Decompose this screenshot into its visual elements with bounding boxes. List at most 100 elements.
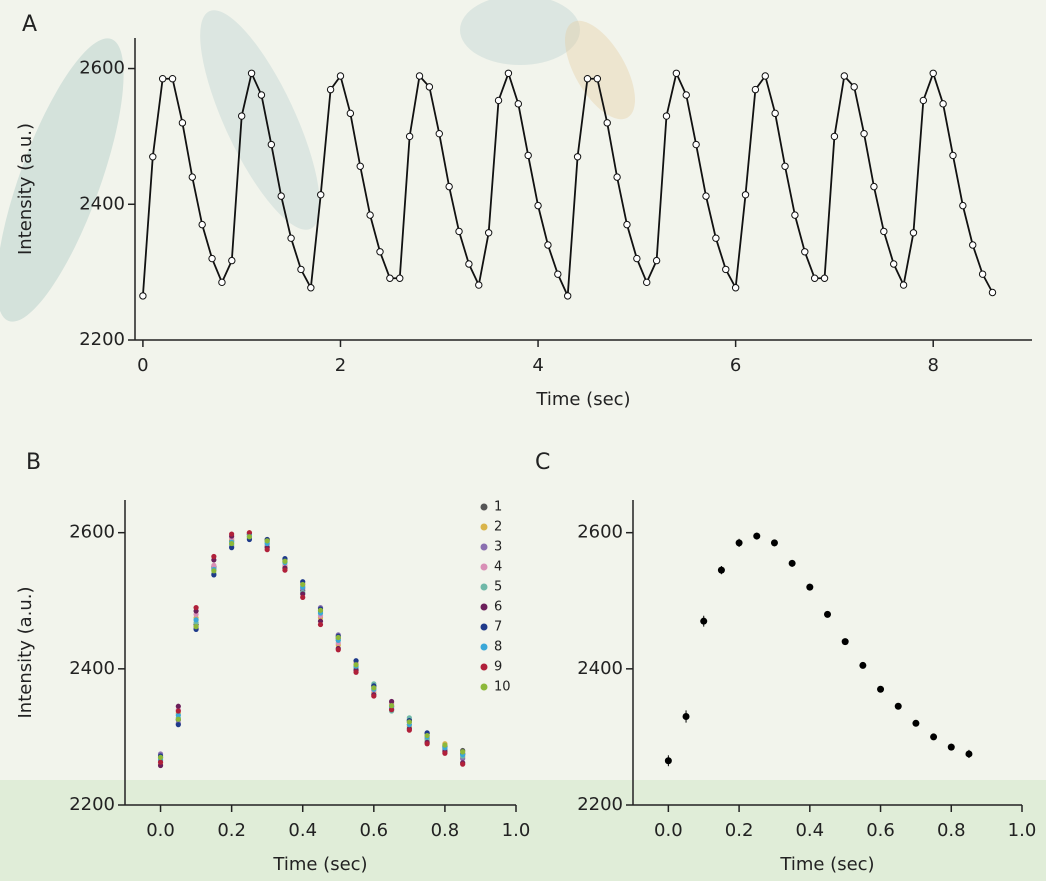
data-point (455, 227, 463, 236)
data-point (791, 211, 799, 219)
data-point (751, 85, 760, 94)
data-point (870, 182, 878, 191)
data-point (282, 567, 288, 573)
data-point (593, 75, 602, 83)
legend-marker (480, 603, 488, 611)
data-point (761, 72, 769, 80)
data-point (806, 583, 814, 591)
data-point (198, 220, 206, 229)
x-tick-label: 0.0 (654, 820, 683, 841)
data-point (287, 234, 295, 242)
data-point (346, 109, 355, 118)
data-point (682, 91, 690, 99)
legend-marker (480, 623, 488, 631)
data-point (175, 712, 181, 718)
data-point (386, 274, 394, 282)
data-point (840, 72, 849, 80)
leaf (200, 10, 320, 230)
data-point (841, 638, 849, 646)
data-point (247, 69, 256, 77)
data-point (810, 274, 819, 282)
data-point (524, 151, 532, 160)
data-point (353, 669, 359, 675)
data-point (672, 69, 681, 77)
data-point (366, 211, 374, 219)
data-point (824, 610, 831, 618)
x-tick-label: 1.0 (1008, 820, 1037, 841)
x-tick-label: 0.4 (288, 820, 317, 841)
data-point (297, 265, 305, 274)
y-axis-label: Intensity (a.u.) (15, 587, 36, 719)
data-point (317, 607, 324, 613)
data-point (534, 201, 542, 210)
data-point (475, 281, 483, 289)
data-point (229, 531, 235, 537)
data-point (211, 562, 217, 568)
data-point (664, 757, 672, 765)
data-point (193, 617, 199, 623)
data-point (307, 284, 315, 292)
x-tick-label: 2 (335, 355, 346, 376)
data-point (424, 732, 430, 739)
legend-label: 6 (494, 600, 502, 615)
data-point (702, 192, 710, 200)
leaf (460, 0, 580, 65)
data-point (211, 568, 217, 574)
data-point (623, 220, 631, 229)
data-point (193, 604, 199, 611)
data-point (583, 75, 592, 83)
data-point (909, 229, 918, 237)
data-point (193, 624, 199, 630)
legend-label: 2 (494, 520, 502, 535)
data-point (237, 112, 246, 120)
legend-marker (480, 583, 488, 591)
x-tick-label: 0.2 (217, 820, 246, 841)
y-tick-label: 2400 (69, 658, 115, 679)
data-point (959, 201, 967, 210)
data-point (264, 547, 270, 553)
y-tick-label: 2400 (79, 193, 125, 214)
data-point (662, 112, 671, 120)
data-point (246, 534, 253, 540)
data-point (208, 254, 216, 263)
data-point (442, 750, 448, 756)
data-point (405, 132, 414, 141)
legend-label: 5 (494, 580, 502, 595)
x-tick-label: 0.6 (359, 820, 388, 841)
data-point (353, 662, 359, 668)
x-axis-label: Time (sec) (272, 854, 367, 875)
y-tick-label: 2600 (79, 58, 125, 79)
data-point (554, 270, 562, 278)
legend-label: 4 (494, 560, 502, 575)
data-point (643, 278, 651, 287)
data-point (877, 685, 885, 693)
data-point (336, 72, 345, 80)
data-point (264, 538, 270, 544)
data-point (652, 256, 661, 265)
data-point (753, 532, 761, 540)
data-point (722, 265, 730, 274)
data-point (326, 85, 335, 94)
data-point (445, 182, 453, 191)
y-tick-label: 2600 (577, 522, 623, 543)
legend-label: 3 (494, 540, 502, 555)
data-point (175, 722, 181, 728)
data-point (396, 274, 404, 282)
data-point (692, 140, 700, 149)
data-point (178, 119, 187, 127)
data-point (889, 260, 898, 268)
data-point (335, 647, 341, 653)
data-point (563, 292, 572, 300)
legend-label: 9 (494, 660, 502, 675)
x-tick-label: 0.0 (146, 820, 175, 841)
data-point (613, 173, 621, 181)
data-point (388, 707, 395, 713)
data-point (717, 566, 725, 574)
data-point (300, 581, 306, 588)
legend-label: 10 (494, 680, 511, 695)
x-tick-label: 0 (137, 355, 148, 376)
data-point (246, 530, 253, 536)
legend-marker (480, 683, 488, 691)
